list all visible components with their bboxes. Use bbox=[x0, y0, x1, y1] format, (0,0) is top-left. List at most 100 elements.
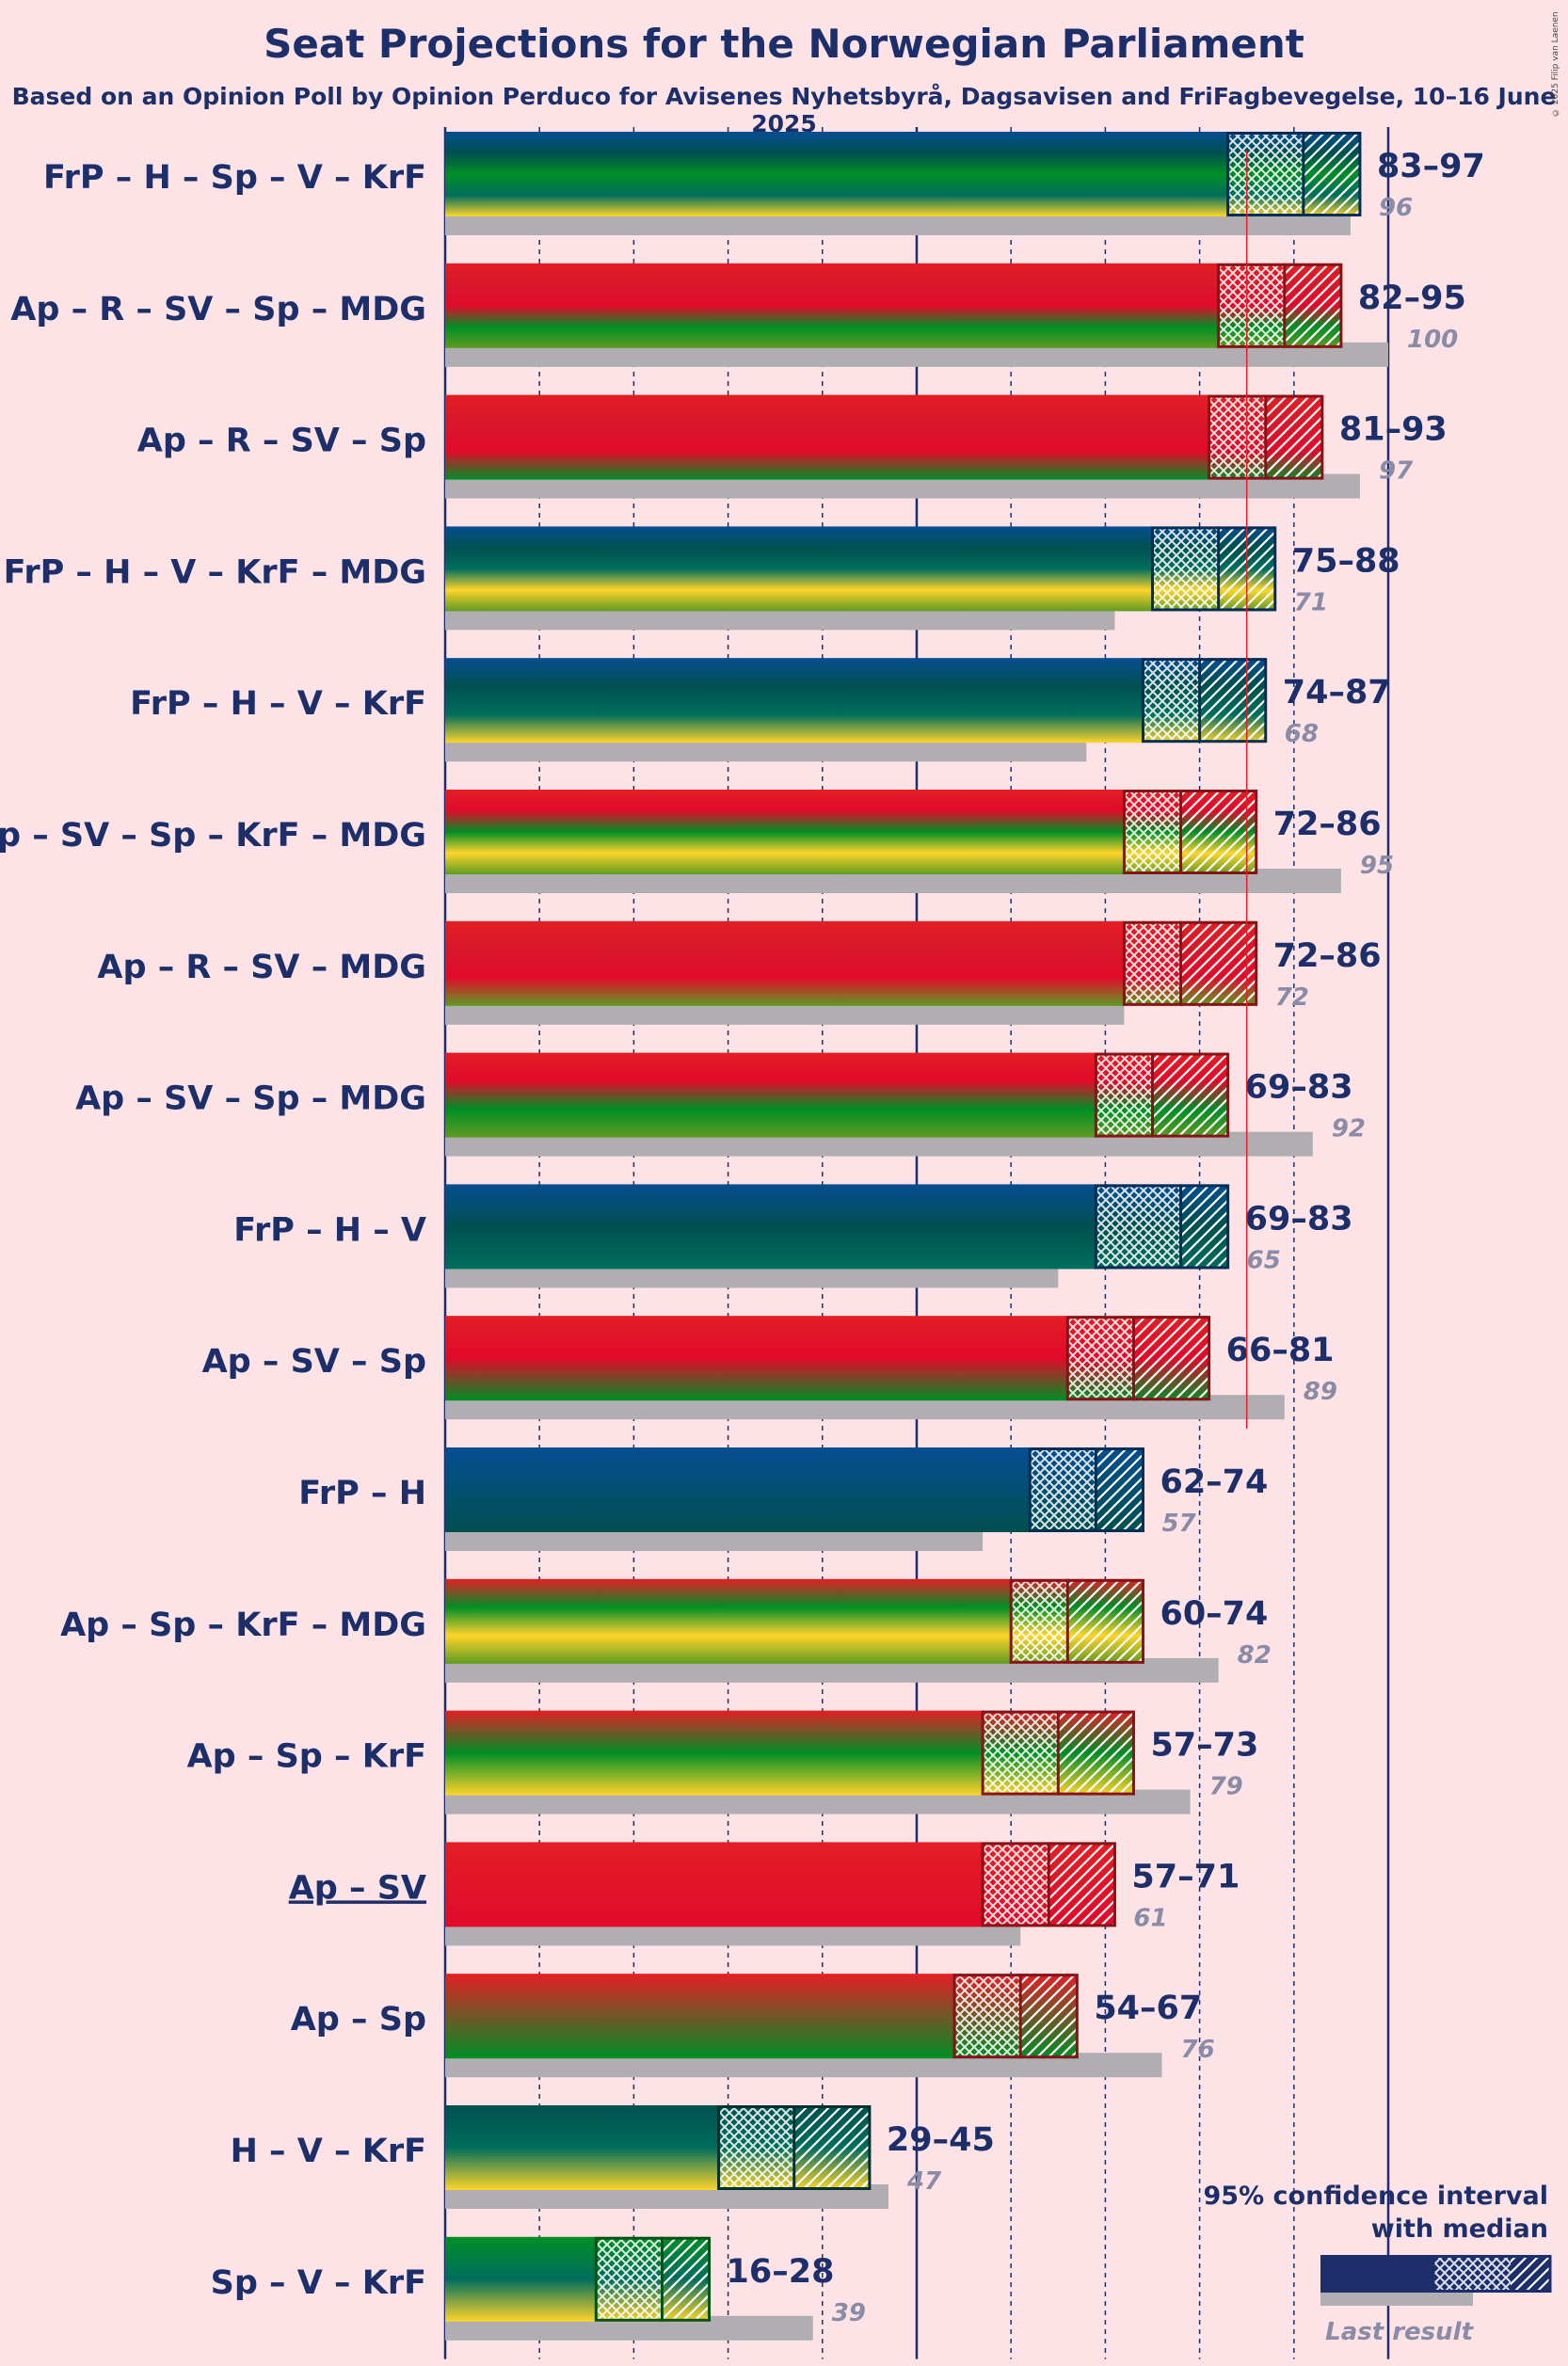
coalition-row: FrP – H – V – KrF – MDG 75–88 71 bbox=[4, 526, 1400, 631]
range-label: 57–73 bbox=[1150, 1727, 1258, 1765]
ci-upper-hatch bbox=[1180, 790, 1256, 874]
ci-lower-hatch bbox=[954, 1974, 1021, 2059]
ci-frame bbox=[1122, 920, 1258, 1006]
coalition-rows: FrP – H – Sp – V – KrF 83–97 96 Ap – R – SV… bbox=[0, 132, 1485, 2341]
coalition-label: Ap – R – SV – Sp bbox=[137, 423, 426, 460]
projection-bar bbox=[445, 1710, 984, 1796]
coalition-row: FrP – H 62–74 57 bbox=[298, 1447, 1268, 1551]
last-result-label: 61 bbox=[1133, 1904, 1167, 1932]
last-result-label: 97 bbox=[1379, 457, 1414, 486]
coalition-label: FrP – H – V bbox=[233, 1211, 426, 1249]
last-result-label: 95 bbox=[1360, 852, 1394, 880]
ci-frame bbox=[1028, 1447, 1144, 1532]
ci-upper-hatch bbox=[1133, 1316, 1209, 1401]
last-result-label: 71 bbox=[1294, 588, 1328, 616]
ci-lower-hatch bbox=[1143, 658, 1200, 743]
range-label: 72–86 bbox=[1273, 806, 1382, 843]
legend-title-line1: 95% confidence interval bbox=[1204, 2182, 1548, 2211]
coalition-row: Ap – Sp – KrF 57–73 79 bbox=[187, 1710, 1258, 1814]
ci-upper-hatch bbox=[1152, 1052, 1228, 1138]
coalition-label: Ap – R – SV – Sp – MDG bbox=[10, 291, 426, 328]
coalition-label: FrP – H bbox=[298, 1475, 426, 1512]
range-label: 81–93 bbox=[1339, 411, 1448, 449]
ci-upper-hatch bbox=[1020, 1974, 1078, 2059]
ci-frame bbox=[1094, 1052, 1230, 1138]
ci-lower-hatch bbox=[1124, 920, 1181, 1006]
ci-lower-hatch bbox=[983, 1710, 1059, 1796]
last-result-label: 79 bbox=[1209, 1773, 1243, 1801]
legend-bar-swatch bbox=[1320, 2255, 1433, 2293]
last-result-label: 72 bbox=[1275, 983, 1309, 1012]
ci-frame bbox=[1151, 526, 1277, 612]
coalition-row: Ap – R – SV – MDG 72–86 72 bbox=[97, 920, 1382, 1025]
projection-bar bbox=[445, 526, 1153, 612]
ci-upper-hatch bbox=[1284, 263, 1341, 348]
ci-lower-hatch bbox=[596, 2236, 663, 2322]
projection-bar bbox=[445, 1974, 955, 2059]
chart-subtitle: Based on an Opinion Poll by Opinion Perd… bbox=[11, 83, 1557, 137]
coalition-label: Sp – V – KrF bbox=[211, 2264, 426, 2302]
ci-frame bbox=[1226, 132, 1362, 216]
projection-bar bbox=[445, 2236, 597, 2322]
ci-lower-hatch bbox=[1227, 132, 1304, 216]
projection-bar bbox=[445, 132, 1228, 216]
last-result-label: 82 bbox=[1238, 1641, 1272, 1670]
projection-bar bbox=[445, 394, 1209, 480]
coalition-row: Ap – Sp 54–67 76 bbox=[291, 1974, 1215, 2078]
ci-frame bbox=[1065, 1316, 1211, 1401]
ci-frame bbox=[1141, 658, 1268, 743]
ci-lower-hatch bbox=[1096, 1052, 1153, 1138]
range-label: 72–86 bbox=[1273, 937, 1382, 975]
last-result-label: 47 bbox=[906, 2167, 942, 2196]
coalition-label: FrP – H – V – KrF – MDG bbox=[4, 553, 426, 591]
coalition-row: Ap – R – SV – Sp 81–93 97 bbox=[137, 394, 1448, 499]
projection-bar bbox=[445, 1316, 1068, 1401]
coalition-label: Ap – SV – Sp – KrF – MDG bbox=[0, 817, 426, 855]
coalition-row: Ap – SV 57–71 61 bbox=[289, 1842, 1240, 1946]
ci-lower-hatch bbox=[983, 1842, 1049, 1927]
coalition-label: Ap – Sp – KrF bbox=[187, 1738, 426, 1776]
range-label: 69–83 bbox=[1245, 1069, 1353, 1107]
ci-upper-hatch bbox=[1180, 920, 1256, 1006]
coalition-label: H – V – KrF bbox=[231, 2133, 426, 2170]
coalition-row: Ap – R – SV – Sp – MDG 82–95 100 bbox=[10, 263, 1466, 367]
coalition-label: Ap – Sp bbox=[291, 2001, 426, 2038]
range-label: 69–83 bbox=[1245, 1200, 1353, 1238]
range-label: 74–87 bbox=[1283, 674, 1391, 711]
legend-ci-upper-hatch bbox=[1511, 2255, 1550, 2293]
range-label: 60–74 bbox=[1160, 1595, 1268, 1633]
range-label: 54–67 bbox=[1094, 1990, 1202, 2027]
ci-lower-hatch bbox=[1218, 263, 1285, 348]
last-result-label: 100 bbox=[1407, 326, 1458, 354]
ci-upper-hatch bbox=[1058, 1710, 1134, 1796]
ci-lower-hatch bbox=[1011, 1578, 1068, 1664]
ci-upper-hatch bbox=[1199, 658, 1266, 743]
ci-frame bbox=[594, 2236, 712, 2322]
last-result-label: 39 bbox=[832, 2299, 866, 2327]
range-label: 16–28 bbox=[727, 2253, 835, 2291]
ci-upper-hatch bbox=[1096, 1447, 1144, 1532]
range-label: 82–95 bbox=[1358, 280, 1466, 317]
coalition-row: FrP – H – Sp – V – KrF 83–97 96 bbox=[43, 132, 1485, 235]
range-label: 62–74 bbox=[1160, 1463, 1268, 1501]
ci-frame bbox=[1094, 1184, 1230, 1270]
legend-ci-lower-hatch bbox=[1433, 2255, 1511, 2293]
ci-frame bbox=[952, 1974, 1079, 2059]
ci-lower-hatch bbox=[1067, 1316, 1134, 1401]
coalition-row: H – V – KrF 29–45 47 bbox=[231, 2105, 995, 2209]
coalition-label: Ap – R – SV – MDG bbox=[97, 949, 426, 986]
ci-lower-hatch bbox=[1030, 1447, 1096, 1532]
ci-lower-hatch bbox=[1152, 526, 1219, 612]
coalition-label: FrP – H – Sp – V – KrF bbox=[43, 159, 426, 197]
legend: 95% confidence interval with median Last r… bbox=[1204, 2182, 1552, 2346]
last-result-label: 76 bbox=[1181, 2036, 1215, 2064]
ci-lower-hatch bbox=[1124, 790, 1181, 874]
ci-upper-hatch bbox=[1180, 1184, 1228, 1270]
last-result-label: 65 bbox=[1247, 1246, 1281, 1274]
last-result-label: 89 bbox=[1304, 1378, 1337, 1406]
coalition-label: Ap – SV bbox=[289, 1869, 426, 1907]
projection-bar bbox=[445, 1184, 1096, 1270]
projection-bar bbox=[445, 790, 1125, 874]
coalition-row: FrP – H – V – KrF 74–87 68 bbox=[130, 658, 1391, 762]
legend-last-result-label: Last result bbox=[1325, 2318, 1474, 2346]
